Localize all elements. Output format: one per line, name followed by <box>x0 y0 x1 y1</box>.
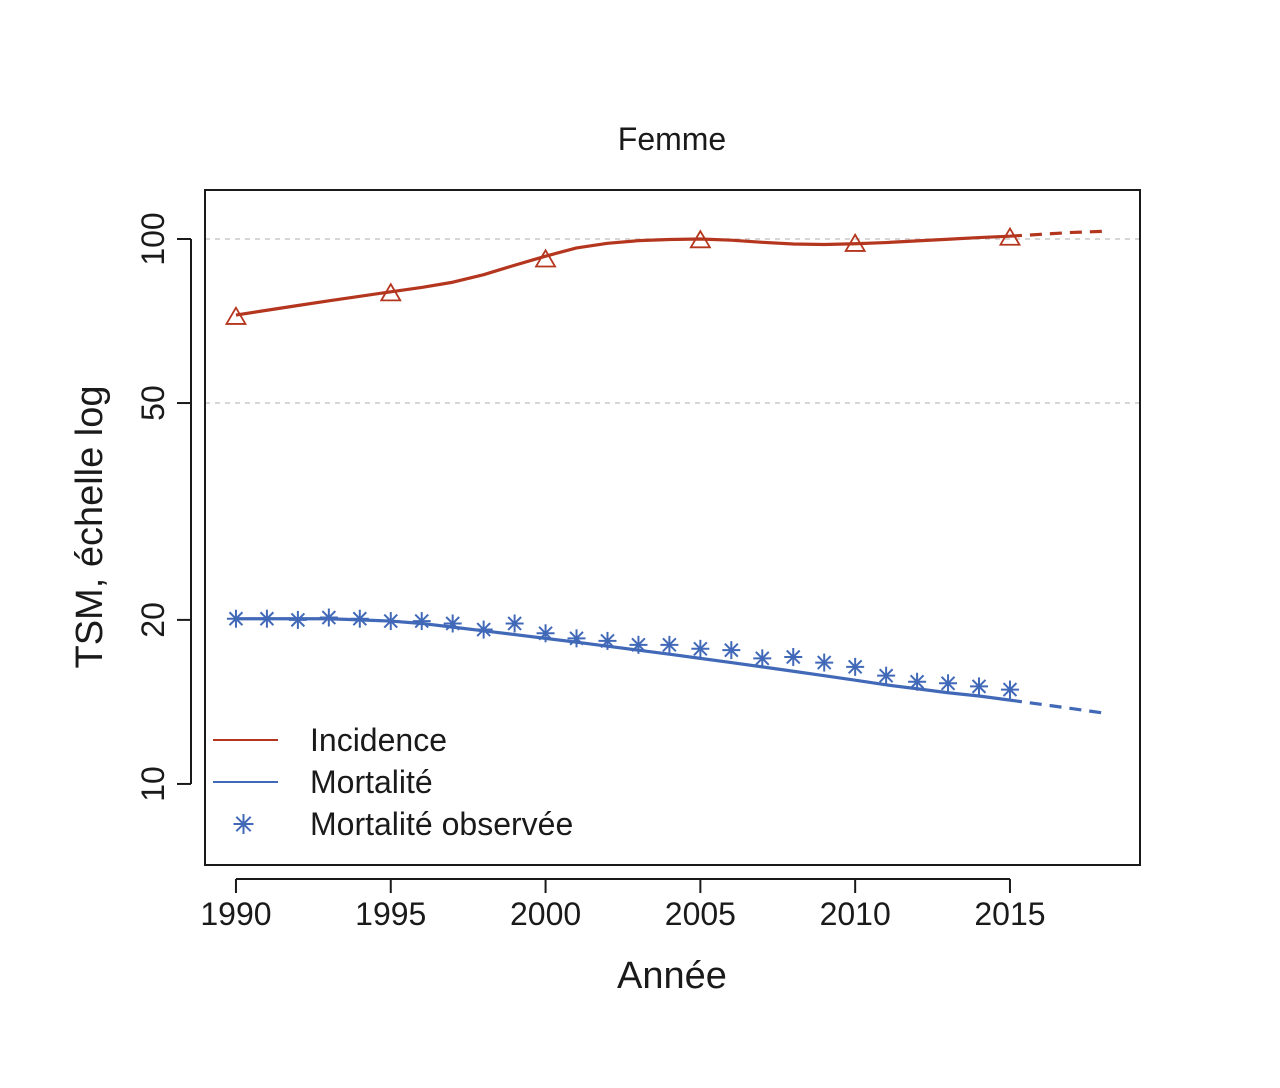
x-axis-label: Année <box>617 955 727 997</box>
marker-mortalite-observee-2012 <box>908 672 927 691</box>
series-line-mortalite <box>235 617 1011 702</box>
marker-mortalite-observee-2011 <box>877 666 896 685</box>
legend-item-mortalite-observee: Mortalité observée <box>233 806 573 842</box>
y-tick-label-50: 50 <box>135 385 171 421</box>
x-tick-label-2005: 2005 <box>665 896 736 932</box>
marker-incidence-2005 <box>689 229 712 249</box>
legend-label-mortalite-observee: Mortalité observée <box>310 806 573 842</box>
gridlines <box>205 238 1140 404</box>
legend-label-incidence: Incidence <box>310 722 447 758</box>
marker-mortalite-observee-2004 <box>660 635 679 654</box>
series-projection-incidence <box>1009 229 1103 238</box>
marker-mortalite-observee-2000 <box>536 624 555 643</box>
plot-frame <box>204 189 1141 866</box>
series-mortalite-observee <box>226 608 1019 699</box>
series-layer <box>224 226 1104 715</box>
marker-mortalite-observee-2006 <box>722 641 741 660</box>
marker-mortalite-observee-2010 <box>846 657 865 676</box>
y-axis-label: TSM, échelle log <box>69 385 111 668</box>
x-tick-label-2000: 2000 <box>510 896 581 932</box>
marker-mortalite-observee-2015 <box>1000 680 1019 699</box>
marker-mortalite-observee-1997 <box>443 614 462 633</box>
legend-item-mortalite: Mortalité <box>213 764 433 800</box>
legend-key-mortalite-observee <box>233 814 254 834</box>
marker-mortalite-observee-1995 <box>381 612 400 631</box>
series-projection-mortalite <box>1009 698 1104 715</box>
marker-mortalite-observee-1993 <box>319 608 338 627</box>
x-tick-label-1995: 1995 <box>355 896 426 932</box>
series-mortalite <box>235 617 1104 715</box>
marker-mortalite-observee-2001 <box>567 629 586 648</box>
x-tick-label-1990: 1990 <box>200 896 271 932</box>
marker-mortalite-observee-2008 <box>784 647 803 666</box>
marker-mortalite-observee-2005 <box>691 639 710 658</box>
marker-incidence-2015 <box>998 226 1022 246</box>
y-axis: 10 20 50 100 <box>135 212 192 802</box>
x-tick-label-2015: 2015 <box>974 896 1045 932</box>
marker-mortalite-observee-2009 <box>815 653 834 672</box>
y-tick-label-100: 100 <box>135 212 171 265</box>
marker-mortalite-observee-1990 <box>226 609 245 628</box>
marker-incidence-1995 <box>379 282 402 302</box>
x-tick-label-2010: 2010 <box>820 896 891 932</box>
marker-mortalite-observee-2002 <box>598 631 617 650</box>
marker-mortalite-observee-1998 <box>474 620 493 639</box>
marker-incidence-2000 <box>534 248 557 268</box>
marker-incidence-2010 <box>844 232 867 252</box>
legend: Incidence Mortalité Mortalité observée <box>213 722 573 842</box>
marker-mortalite-observee-1996 <box>412 612 431 631</box>
series-incidence <box>224 226 1103 325</box>
x-axis: 1990 1995 2000 2005 2010 2015 <box>200 878 1046 932</box>
legend-item-incidence: Incidence <box>213 722 447 758</box>
y-tick-label-10: 10 <box>135 766 171 802</box>
marker-mortalite-observee-1999 <box>505 614 524 633</box>
marker-mortalite-observee-2007 <box>753 649 772 668</box>
marker-mortalite-observee-2014 <box>970 677 989 696</box>
legend-label-mortalite: Mortalité <box>310 764 433 800</box>
marker-mortalite-observee-1994 <box>350 609 369 628</box>
series-line-incidence <box>235 234 1011 317</box>
marker-mortalite-observee-2013 <box>939 674 958 693</box>
y-tick-label-20: 20 <box>135 602 171 638</box>
chart-title: Femme <box>618 121 726 157</box>
marker-incidence-1990 <box>224 305 248 325</box>
marker-mortalite-observee-1992 <box>288 610 307 629</box>
marker-mortalite-observee-1991 <box>257 609 276 628</box>
marker-mortalite-observee-2003 <box>629 635 648 654</box>
